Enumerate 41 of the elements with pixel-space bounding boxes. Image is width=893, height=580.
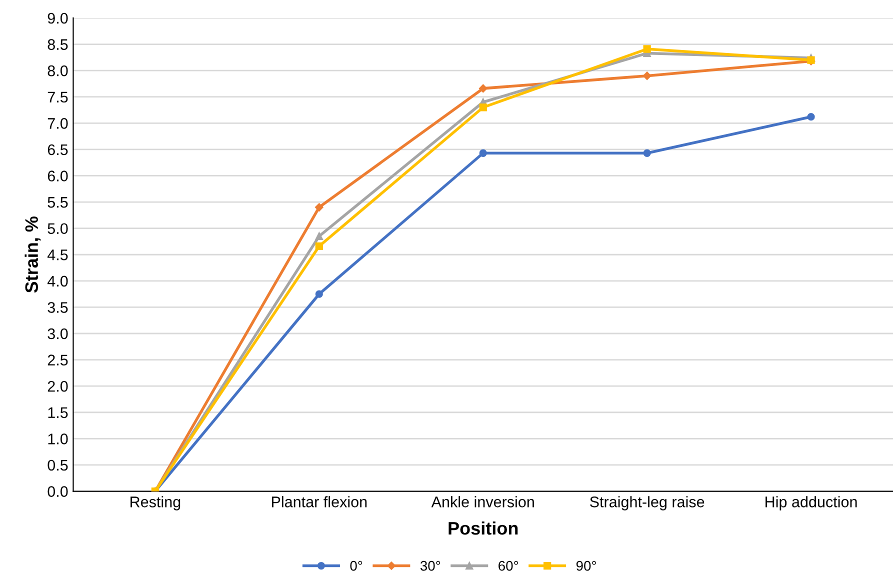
x-tick-label: Hip adduction	[766, 496, 857, 510]
point	[479, 104, 487, 112]
y-tick-label: 2.0	[48, 380, 68, 392]
point	[479, 149, 487, 157]
y-tick-label: 8.0	[48, 65, 68, 76]
point	[315, 242, 323, 250]
y-tick-label: 5.5	[48, 197, 68, 208]
y-tick-label: 0.0	[48, 486, 68, 497]
y-tick-label: 1.5	[48, 407, 68, 418]
y-tick-label: 3.0	[48, 328, 68, 340]
y-tick-label: 5.0	[48, 223, 68, 234]
y-tick-label: 0.5	[48, 460, 68, 471]
x-tick-label: Resting	[130, 496, 180, 510]
point	[315, 290, 323, 298]
point	[478, 84, 488, 93]
x-tick-label: Plantar flexion	[272, 496, 367, 508]
point	[807, 113, 815, 121]
y-tick-label: 7.0	[48, 118, 68, 129]
x-axis-title: Position	[448, 521, 518, 535]
y-tick-label: 2.5	[48, 354, 68, 366]
y-tick-label: 4.5	[47, 250, 68, 260]
point	[315, 203, 324, 212]
y-axis-title: Strain, %	[24, 216, 41, 293]
legend-label: 60°	[498, 560, 518, 571]
y-tick-label: 3.5	[48, 302, 68, 313]
y-tick-label: 9.0	[48, 12, 68, 24]
y-tick-label: 6.0	[48, 170, 68, 182]
legend-label: 30°	[420, 560, 440, 571]
y-tick-label: 6.5	[48, 144, 68, 156]
point	[642, 72, 652, 80]
x-tick-label: Ankle inversion	[431, 496, 534, 508]
point	[643, 149, 651, 157]
point	[643, 45, 651, 53]
x-tick-label: Straight-leg raise	[590, 496, 704, 510]
point	[315, 232, 323, 240]
legend-label: 0°	[350, 560, 362, 571]
y-tick-label: 8.5	[48, 39, 68, 50]
legend-label: 90°	[576, 560, 596, 571]
y-tick-label: 1.0	[48, 434, 68, 444]
y-tick-label: 7.5	[48, 92, 68, 103]
y-tick-label: 4.0	[47, 276, 68, 287]
